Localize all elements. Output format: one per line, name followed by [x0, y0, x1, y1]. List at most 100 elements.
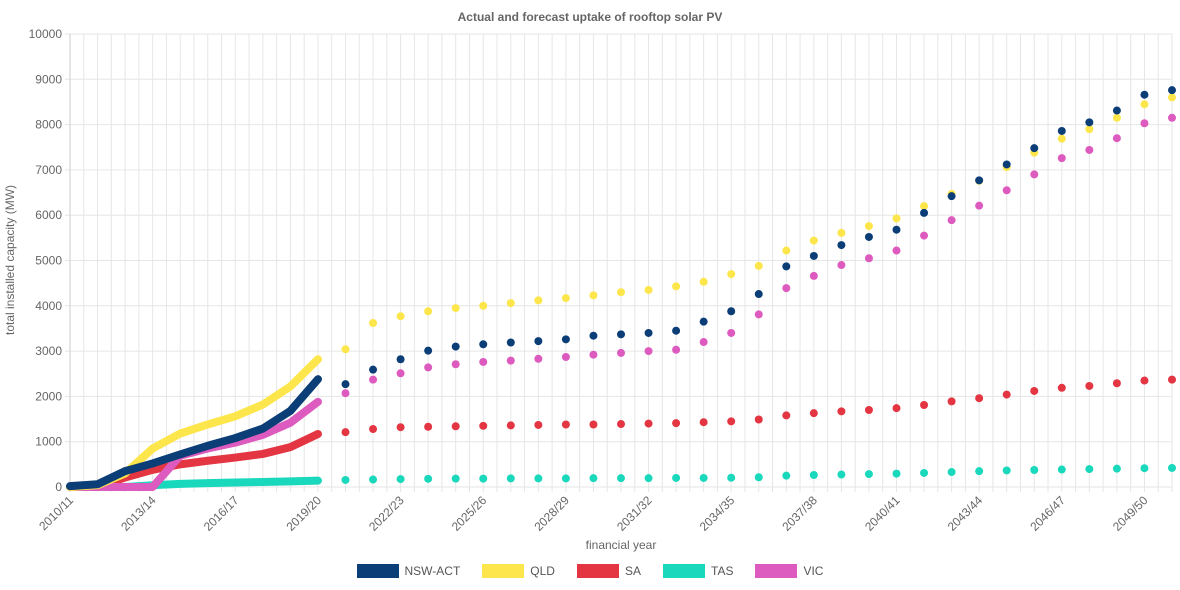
data-point-sa [341, 428, 350, 437]
legend-item-tas[interactable]: TAS [663, 564, 733, 578]
data-point-vic [1140, 119, 1149, 128]
data-point-vic [699, 338, 708, 347]
data-point-qld [1140, 100, 1149, 109]
data-point-sa [1140, 376, 1149, 385]
data-point-vic [644, 347, 653, 356]
data-point-tas [672, 473, 681, 482]
x-tick-label: 2031/32 [614, 493, 655, 534]
data-point-qld [479, 301, 488, 310]
data-point-nsw-act [1140, 90, 1149, 99]
data-point-vic [672, 345, 681, 354]
data-point-nsw-act [1112, 106, 1121, 115]
legend-item-vic[interactable]: VIC [755, 564, 823, 578]
data-point-vic [837, 261, 846, 270]
y-tick-label: 2000 [35, 389, 62, 403]
data-point-qld [1112, 113, 1121, 122]
y-tick-label: 0 [55, 480, 62, 494]
data-point-vic [369, 375, 378, 384]
data-point-tas [369, 475, 378, 484]
data-point-vic [479, 357, 488, 366]
data-point-qld [617, 288, 625, 297]
data-point-tas [1112, 464, 1121, 473]
data-point-sa [837, 407, 846, 416]
actual-series-lines [66, 355, 322, 491]
data-point-vic [727, 328, 736, 337]
x-tick-label: 2028/29 [531, 493, 572, 534]
data-point-vic [617, 348, 625, 357]
y-tick-label: 4000 [35, 299, 62, 313]
data-point-qld [1057, 134, 1066, 143]
legend-item-qld[interactable]: QLD [482, 564, 555, 578]
data-point-tas [561, 474, 570, 483]
data-point-tas [589, 474, 598, 483]
data-point-vic [451, 360, 460, 369]
data-point-tas [837, 470, 846, 479]
data-point-nsw-act [479, 340, 488, 349]
data-point-nsw-act [424, 346, 433, 355]
data-point-tas [424, 474, 433, 483]
x-axis-ticks: 2010/11 2013/14 2016/17 2019/20 2022/23 2025/… [36, 493, 1151, 534]
data-point-sa [1002, 390, 1011, 399]
data-point-vic [1112, 134, 1121, 143]
legend-label: NSW-ACT [404, 564, 461, 578]
data-point-sa [424, 422, 433, 431]
data-point-sa [672, 419, 681, 428]
data-point-nsw-act [892, 225, 901, 234]
data-point-vic [975, 201, 984, 210]
data-point-sa [699, 418, 708, 427]
data-point-nsw-act [1057, 126, 1066, 135]
legend-label: TAS [711, 564, 734, 578]
data-point-vic [947, 216, 956, 225]
data-point-vic [534, 354, 543, 363]
x-tick-label: 2037/38 [779, 493, 820, 534]
y-axis-ticks: 0 1000 2000 3000 4000 5000 6000 7000 8000 9000 100… [29, 27, 63, 494]
legend-label: QLD [530, 564, 555, 578]
data-point-nsw-act [341, 380, 350, 389]
data-point-tas [727, 473, 736, 482]
data-point-nsw-act [699, 317, 708, 326]
data-point-qld [864, 222, 873, 231]
legend-label: SA [624, 564, 641, 578]
data-point-nsw-act [589, 331, 598, 340]
data-point-qld [589, 291, 598, 300]
legend-swatch [482, 564, 525, 578]
data-point-sa [561, 420, 570, 429]
data-point-tas [809, 470, 818, 479]
data-point-nsw-act [754, 290, 763, 299]
data-point-nsw-act [837, 241, 846, 250]
data-point-sa [1168, 375, 1176, 384]
data-point-nsw-act [727, 307, 736, 316]
data-point-vic [506, 356, 515, 365]
legend-label: VIC [803, 564, 824, 578]
x-tick-label: 2043/44 [945, 493, 986, 534]
y-tick-label: 5000 [35, 254, 62, 268]
data-point-vic [1057, 154, 1066, 163]
data-point-qld [1085, 125, 1094, 134]
data-point-qld [451, 304, 460, 313]
data-point-qld [699, 277, 708, 286]
data-point-sa [1057, 383, 1066, 392]
data-point-tas [1085, 465, 1094, 474]
legend-swatch [356, 564, 399, 578]
data-point-vic [1085, 145, 1094, 154]
data-point-sa [479, 421, 488, 430]
data-point-tas [920, 468, 929, 477]
data-point-vic [920, 231, 929, 240]
data-point-tas [754, 473, 763, 482]
x-tick-label: 2040/41 [862, 493, 903, 534]
data-point-vic [341, 389, 350, 398]
data-point-vic [892, 246, 901, 255]
legend-item-sa[interactable]: SA [576, 564, 641, 578]
data-point-nsw-act [534, 337, 543, 346]
data-point-qld [672, 282, 681, 291]
data-point-nsw-act [506, 338, 515, 347]
x-tick-label: 2013/14 [118, 493, 159, 534]
data-point-nsw-act [561, 335, 570, 344]
data-point-vic [1002, 186, 1011, 195]
series-line-nsw-act [66, 375, 322, 491]
y-axis-label: total installed capacity (MW) [3, 185, 17, 335]
data-point-sa [1112, 379, 1121, 388]
legend-item-nsw-act[interactable]: NSW-ACT [356, 564, 461, 578]
data-point-nsw-act [782, 262, 791, 271]
x-tick-label: 2049/50 [1110, 493, 1151, 534]
